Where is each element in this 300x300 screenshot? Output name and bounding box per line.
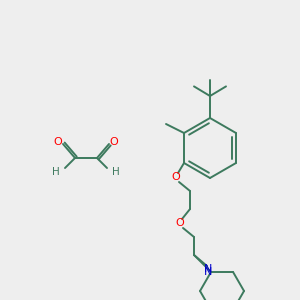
- Text: H: H: [112, 167, 120, 177]
- Text: O: O: [110, 137, 118, 147]
- Text: N: N: [204, 267, 212, 277]
- Text: O: O: [54, 137, 62, 147]
- Text: H: H: [52, 167, 60, 177]
- Text: O: O: [176, 218, 184, 228]
- Text: N: N: [204, 264, 212, 274]
- Text: O: O: [172, 172, 180, 182]
